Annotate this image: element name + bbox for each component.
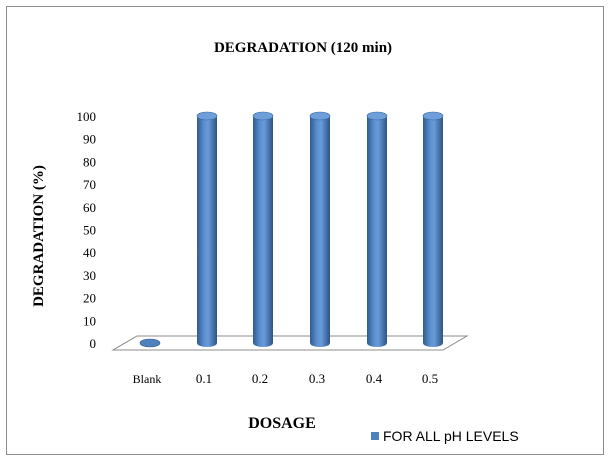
bar-top <box>422 111 444 121</box>
bar-body <box>197 116 217 347</box>
x-tick-label: 0.3 <box>309 371 325 386</box>
bar-body <box>310 116 330 347</box>
legend-swatch <box>371 432 379 440</box>
bar-top <box>196 111 218 121</box>
y-tick-label: 30 <box>83 268 96 283</box>
bar-base <box>139 338 161 348</box>
y-tick-label: 50 <box>83 223 96 238</box>
bar-body <box>423 116 443 347</box>
chart-frame <box>6 6 604 455</box>
y-tick-label: 70 <box>83 177 96 192</box>
bar-0.1 <box>196 111 218 347</box>
bar-top <box>252 111 274 121</box>
bar-body <box>367 116 387 347</box>
x-axis-label: DOSAGE <box>248 415 316 432</box>
x-axis-ticks: Blank 0.1 0.2 0.3 0.4 0.5 <box>133 371 438 386</box>
y-tick-label: 60 <box>83 200 96 215</box>
x-tick-label: 0.2 <box>252 371 268 386</box>
y-axis-label: DEGRADATION (%) <box>31 165 47 307</box>
y-tick-label: 0 <box>90 336 97 351</box>
chart-title: DEGRADATION (120 min) <box>214 40 392 56</box>
x-tick-label: 0.4 <box>366 371 383 386</box>
y-tick-label: 40 <box>83 245 96 260</box>
y-tick-label: 20 <box>83 291 96 306</box>
x-tick-label: 0.1 <box>196 371 212 386</box>
y-tick-label: 10 <box>83 313 96 328</box>
bars <box>139 111 444 348</box>
y-tick-label: 80 <box>83 154 96 169</box>
bar-body <box>253 116 273 347</box>
chart-floor <box>111 335 469 351</box>
y-tick-label: 100 <box>77 109 97 124</box>
bar-top <box>366 111 388 121</box>
bar-0.5 <box>422 111 444 347</box>
bar-0.3 <box>309 111 331 347</box>
legend: FOR ALL pH LEVELS <box>371 428 519 444</box>
bar-Blank <box>139 338 161 348</box>
x-tick-label: Blank <box>133 372 162 386</box>
y-axis-ticks: 0 10 20 30 40 50 60 70 80 90 100 <box>77 109 97 351</box>
legend-label: FOR ALL pH LEVELS <box>383 428 519 444</box>
bar-top <box>309 111 331 121</box>
bar-0.2 <box>252 111 274 347</box>
x-tick-label: 0.5 <box>422 371 438 386</box>
y-tick-label: 90 <box>83 132 96 147</box>
bar-0.4 <box>366 111 388 347</box>
